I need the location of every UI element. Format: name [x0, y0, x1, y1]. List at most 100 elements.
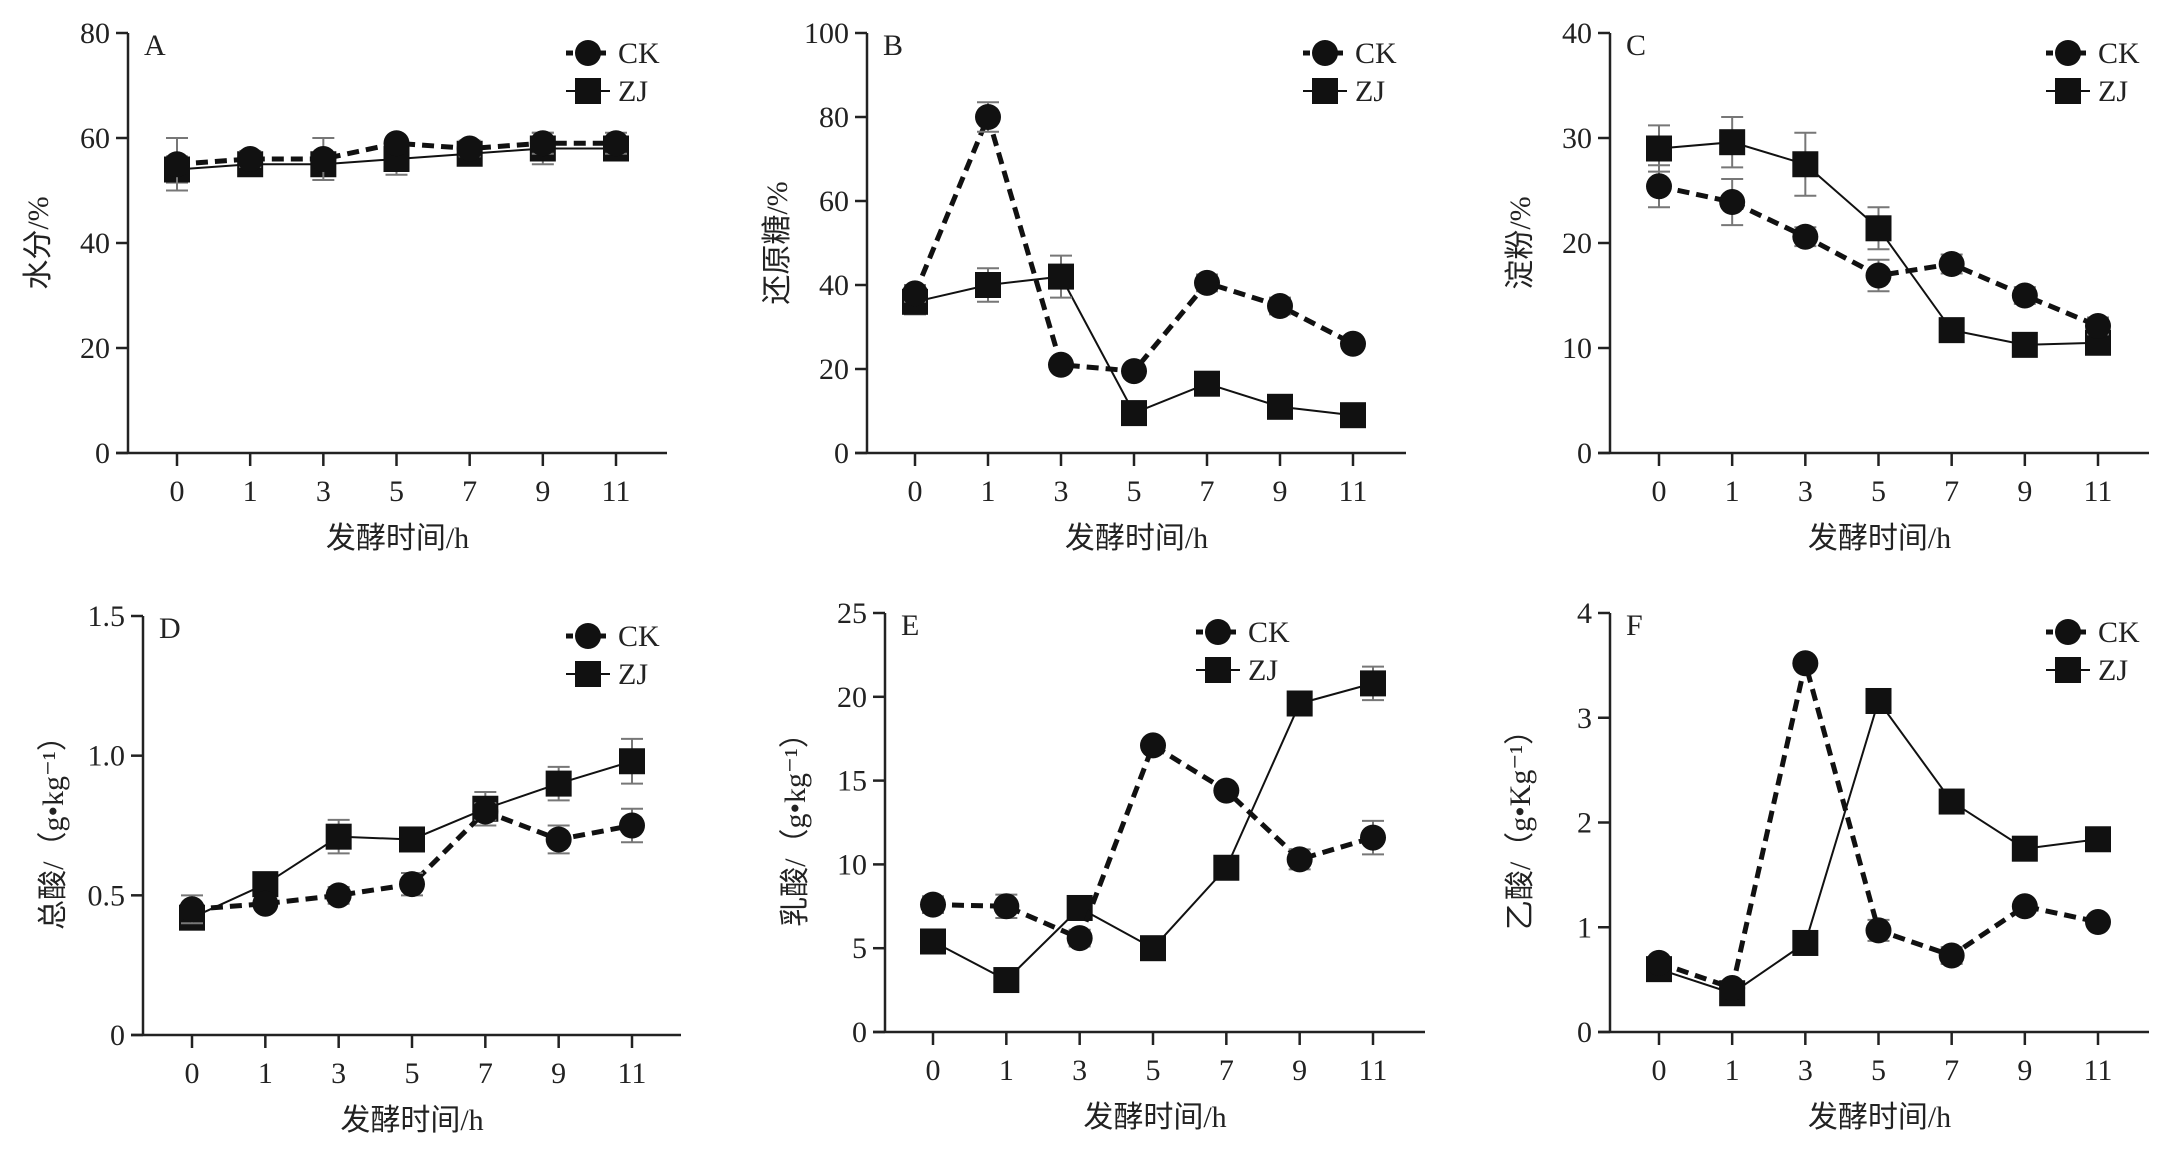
data-point-ZJ: [1646, 135, 1672, 162]
data-point-ZJ: [1865, 687, 1892, 714]
data-point-CK: [1719, 189, 1746, 216]
x-tick-label: 0: [926, 1054, 941, 1087]
data-point-CK: [1646, 173, 1672, 200]
legend-label: CK: [618, 37, 660, 70]
x-tick-label: 5: [1871, 1054, 1886, 1087]
data-point-CK: [1865, 917, 1892, 944]
data-point-CK: [1360, 824, 1386, 851]
x-tick-label: 9: [1273, 475, 1288, 508]
data-point-ZJ: [619, 748, 645, 775]
y-tick-label: 25: [837, 597, 867, 630]
data-point-ZJ: [1792, 929, 1819, 956]
data-point-ZJ: [993, 967, 1020, 994]
data-point-CK: [529, 130, 556, 157]
data-point-ZJ: [1792, 151, 1819, 178]
x-axis-label: 发酵时间/h: [1065, 522, 1208, 555]
y-tick-label: 2: [1577, 807, 1592, 840]
x-tick-label: 11: [602, 475, 631, 508]
legend-marker-CK: [1312, 40, 1338, 66]
x-tick-label: 7: [462, 475, 477, 508]
legend-marker-ZJ: [2055, 78, 2081, 104]
legend-marker-ZJ: [575, 661, 601, 687]
data-point-ZJ: [1340, 402, 1366, 429]
y-tick-label: 20: [1562, 227, 1592, 260]
y-tick-label: 15: [837, 765, 867, 798]
data-point-CK: [1267, 293, 1293, 319]
data-point-CK: [1213, 777, 1240, 804]
legend-label: ZJ: [618, 75, 648, 108]
data-point-ZJ: [2085, 826, 2111, 853]
panel-letter: E: [901, 609, 919, 642]
y-tick-label: 0.5: [88, 879, 126, 912]
x-tick-label: 0: [1652, 1054, 1667, 1087]
legend-marker-CK: [1205, 619, 1231, 645]
x-tick-label: 3: [331, 1057, 346, 1090]
y-axis-label: 水分/%: [22, 196, 55, 289]
x-tick-label: 11: [1339, 475, 1368, 508]
x-tick-label: 11: [1359, 1054, 1388, 1087]
data-point-ZJ: [2011, 835, 2038, 862]
x-tick-label: 9: [1292, 1054, 1307, 1087]
data-point-CK: [619, 812, 645, 839]
x-tick-label: 11: [2084, 1054, 2113, 1087]
y-tick-label: 80: [819, 101, 849, 134]
x-tick-label: 9: [2017, 475, 2032, 508]
data-point-CK: [310, 146, 337, 172]
data-point-CK: [325, 882, 352, 909]
data-point-CK: [1140, 732, 1166, 759]
legend-label: ZJ: [1355, 75, 1385, 108]
x-tick-label: 9: [535, 475, 550, 508]
data-point-CK: [975, 104, 1001, 130]
data-point-CK: [1646, 949, 1672, 976]
y-axis-label: 还原糖/%: [761, 181, 794, 304]
data-point-ZJ: [1140, 935, 1166, 962]
x-tick-label: 1: [243, 475, 258, 508]
legend-marker-CK: [575, 40, 601, 66]
legend-label: ZJ: [1248, 654, 1278, 687]
legend-marker-ZJ: [575, 78, 601, 104]
panel-C: 0 10 20 30 40 0 1 3 5 7 9 11 发酵时间/h 淀粉/% C CK ZJ: [1504, 17, 2149, 555]
y-tick-label: 40: [819, 269, 849, 302]
x-tick-label: 7: [478, 1057, 493, 1090]
x-tick-label: 3: [316, 475, 331, 508]
x-tick-label: 7: [1944, 1054, 1959, 1087]
data-point-ZJ: [1267, 393, 1293, 420]
x-tick-label: 11: [2084, 475, 2113, 508]
data-point-CK: [1792, 223, 1819, 250]
y-tick-label: 30: [1562, 122, 1592, 155]
y-tick-label: 0: [1577, 437, 1592, 470]
y-tick-label: 60: [819, 185, 849, 218]
legend-label: ZJ: [2098, 75, 2128, 108]
x-tick-label: 1: [1725, 475, 1740, 508]
y-tick-label: 40: [80, 227, 110, 260]
y-tick-label: 20: [837, 681, 867, 714]
legend-marker-CK: [2055, 40, 2081, 66]
x-tick-label: 9: [551, 1057, 566, 1090]
x-tick-label: 0: [1652, 475, 1667, 508]
data-point-ZJ: [1286, 690, 1313, 717]
legend-marker-ZJ: [1312, 78, 1338, 104]
panel-F: 0 1 2 3 4 0 1 3 5 7 9 11 发酵时间/h 乙酸/（g•Kg⁻¹） F CK ZJ: [1504, 597, 2149, 1134]
legend-marker-CK: [2055, 619, 2081, 645]
data-point-ZJ: [2011, 331, 2038, 358]
data-point-CK: [920, 891, 946, 918]
legend-label: CK: [618, 620, 660, 653]
panel-letter: F: [1626, 609, 1643, 642]
data-point-ZJ: [1121, 400, 1147, 427]
legend-label: CK: [2098, 37, 2140, 70]
y-tick-label: 60: [80, 122, 110, 155]
y-tick-label: 100: [804, 17, 849, 50]
data-point-ZJ: [920, 928, 946, 955]
data-point-CK: [1048, 351, 1074, 378]
x-tick-label: 5: [1871, 475, 1886, 508]
data-point-CK: [456, 135, 483, 162]
data-point-CK: [2085, 312, 2111, 339]
data-point-CK: [383, 130, 410, 157]
y-tick-label: 1.5: [88, 600, 126, 633]
y-tick-label: 40: [1562, 17, 1592, 50]
legend-marker-ZJ: [2055, 657, 2081, 683]
data-point-CK: [1286, 846, 1313, 873]
y-tick-label: 10: [837, 848, 867, 881]
data-point-CK: [1865, 262, 1892, 289]
